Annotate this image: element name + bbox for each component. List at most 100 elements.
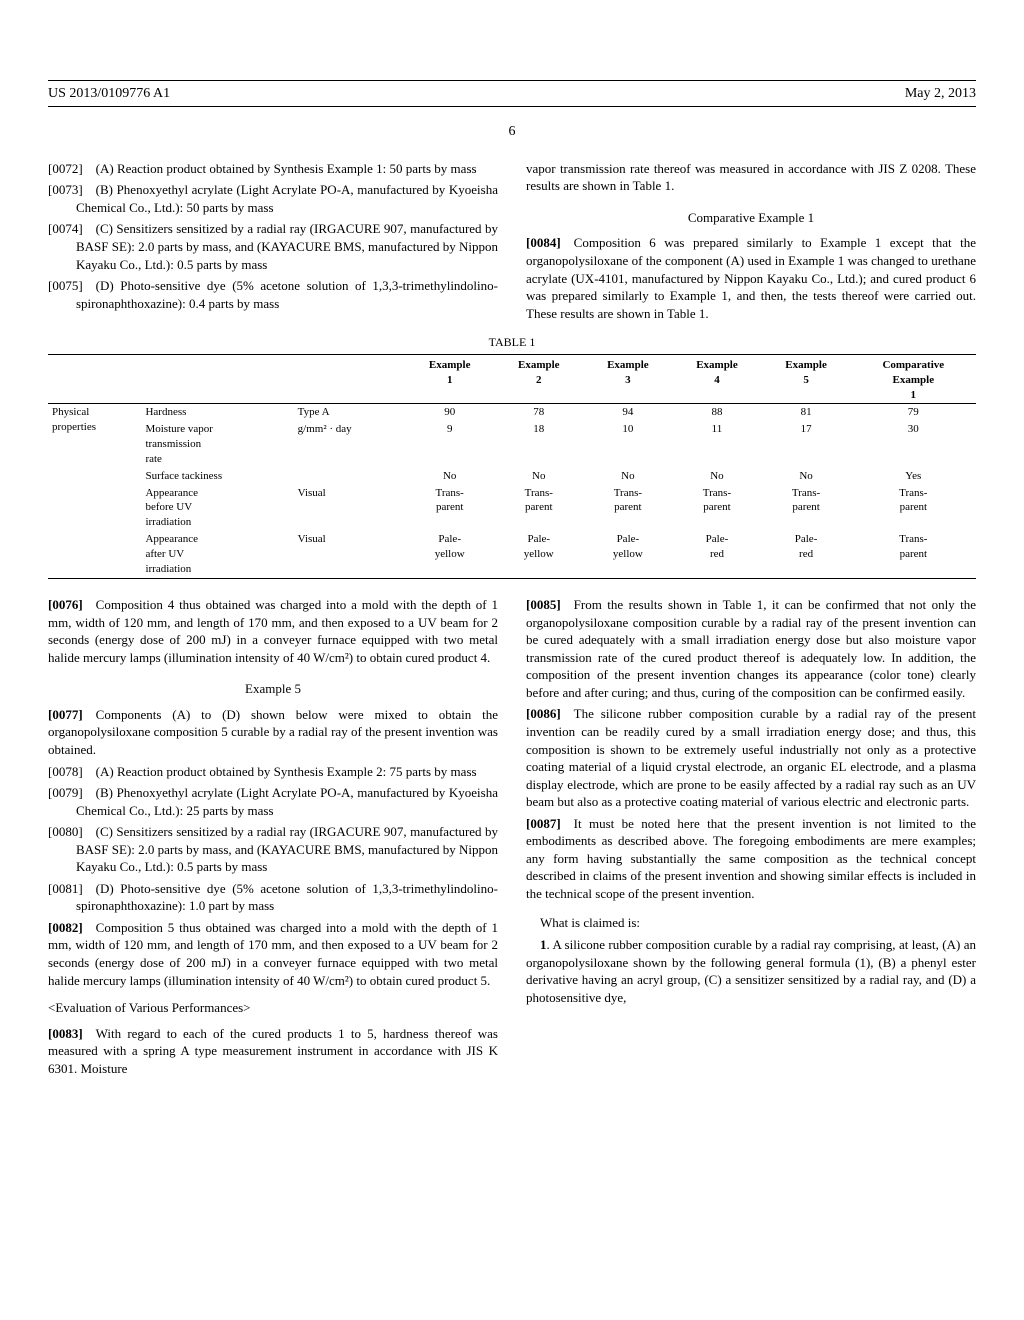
para-0077: [0077] Components (A) to (D) shown below… <box>48 706 498 759</box>
para-0076: [0076] Composition 4 thus obtained was c… <box>48 596 498 666</box>
col-ex1: Example1 <box>405 357 494 404</box>
cell-value: Trans-parent <box>851 485 976 532</box>
cell-value: 10 <box>583 421 672 468</box>
cell-value: No <box>583 468 672 485</box>
para-0085: [0085] From the results shown in Table 1… <box>526 596 976 701</box>
col-ex4: Example4 <box>672 357 761 404</box>
cell-value: 18 <box>494 421 583 468</box>
col-ex3: Example3 <box>583 357 672 404</box>
right-column-upper: vapor transmission rate thereof was meas… <box>526 160 976 326</box>
table-row: Surface tackinessNoNoNoNoNoYes <box>48 468 976 485</box>
cell-value: Trans-parent <box>851 531 976 578</box>
cell-value: Trans-parent <box>672 485 761 532</box>
claims-heading: What is claimed is: <box>526 914 976 932</box>
para-0073: [0073] (B) Phenoxyethyl acrylate (Light … <box>48 181 498 216</box>
cell-value: 81 <box>762 404 851 421</box>
table-1: TABLE 1 Example1 Example2 Example3 Examp… <box>48 334 976 580</box>
cell-value: Pale-yellow <box>405 531 494 578</box>
publication-date: May 2, 2013 <box>905 85 976 104</box>
rowgroup-label: Physicalproperties <box>48 404 141 578</box>
cell-value: No <box>672 468 761 485</box>
para-0079: [0079] (B) Phenoxyethyl acrylate (Light … <box>48 784 498 819</box>
table-row: Appearancebefore UVirradiationVisualTran… <box>48 485 976 532</box>
para-0077-text: Components (A) to (D) shown below were m… <box>48 707 498 757</box>
para-0082-text: Composition 5 thus obtained was charged … <box>48 920 498 988</box>
cell-value: Trans-parent <box>583 485 672 532</box>
table-row: Appearanceafter UVirradiationVisualPale-… <box>48 531 976 578</box>
property-unit <box>294 468 405 485</box>
para-0086: [0086] The silicone rubber composition c… <box>526 705 976 810</box>
para-0087-text: It must be noted here that the present i… <box>526 816 976 901</box>
para-0085-num: [0085] <box>526 597 561 612</box>
para-cont-right: vapor transmission rate thereof was meas… <box>526 160 976 195</box>
property-name: Appearanceafter UVirradiation <box>141 531 293 578</box>
cell-value: No <box>405 468 494 485</box>
cell-value: 30 <box>851 421 976 468</box>
property-unit: Type A <box>294 404 405 421</box>
para-0078: [0078] (A) Reaction product obtained by … <box>48 763 498 781</box>
cell-value: Trans-parent <box>494 485 583 532</box>
cell-value: Yes <box>851 468 976 485</box>
upper-columns: [0072] (A) Reaction product obtained by … <box>48 160 976 326</box>
cell-value: 17 <box>762 421 851 468</box>
claim-1-text: . A silicone rubber composition curable … <box>526 937 976 1005</box>
para-0086-num: [0086] <box>526 706 561 721</box>
property-unit: g/mm² · day <box>294 421 405 468</box>
cell-value: No <box>762 468 851 485</box>
cell-value: Trans-parent <box>762 485 851 532</box>
page-number: 6 <box>48 123 976 142</box>
para-0084-text: Composition 6 was prepared similarly to … <box>526 235 976 320</box>
property-name: Appearancebefore UVirradiation <box>141 485 293 532</box>
cell-value: 94 <box>583 404 672 421</box>
comparative-example-title: Comparative Example 1 <box>526 209 976 227</box>
para-0085-text: From the results shown in Table 1, it ca… <box>526 597 976 700</box>
cell-value: 88 <box>672 404 761 421</box>
table-row: Moisture vaportransmissionrateg/mm² · da… <box>48 421 976 468</box>
para-0082-num: [0082] <box>48 920 83 935</box>
property-name: Moisture vaportransmissionrate <box>141 421 293 468</box>
cell-value: Pale-red <box>762 531 851 578</box>
claim-1: 1. A silicone rubber composition curable… <box>526 936 976 1006</box>
lower-columns: [0076] Composition 4 thus obtained was c… <box>48 596 976 1081</box>
cell-value: 90 <box>405 404 494 421</box>
para-0076-text: Composition 4 thus obtained was charged … <box>48 597 498 665</box>
table-body: PhysicalpropertiesHardnessType A90789488… <box>48 404 976 578</box>
para-0083: [0083] With regard to each of the cured … <box>48 1025 498 1078</box>
cell-value: Pale-yellow <box>494 531 583 578</box>
cell-value: 11 <box>672 421 761 468</box>
property-unit: Visual <box>294 531 405 578</box>
results-table: Example1 Example2 Example3 Example4 Exam… <box>48 354 976 580</box>
property-name: Hardness <box>141 404 293 421</box>
para-0083-num: [0083] <box>48 1026 83 1041</box>
cell-value: 9 <box>405 421 494 468</box>
cell-value: 79 <box>851 404 976 421</box>
para-0080: [0080] (C) Sensitizers sensitized by a r… <box>48 823 498 876</box>
right-column-lower: [0085] From the results shown in Table 1… <box>526 596 976 1081</box>
cell-value: Pale-yellow <box>583 531 672 578</box>
para-0076-num: [0076] <box>48 597 83 612</box>
para-0086-text: The silicone rubber composition curable … <box>526 706 976 809</box>
cell-value: 78 <box>494 404 583 421</box>
para-0087: [0087] It must be noted here that the pr… <box>526 815 976 903</box>
para-0074: [0074] (C) Sensitizers sensitized by a r… <box>48 220 498 273</box>
col-ex2: Example2 <box>494 357 583 404</box>
para-0072: [0072] (A) Reaction product obtained by … <box>48 160 498 178</box>
para-0087-num: [0087] <box>526 816 561 831</box>
para-0084-num: [0084] <box>526 235 561 250</box>
page-header: US 2013/0109776 A1 May 2, 2013 <box>48 85 976 104</box>
evaluation-heading: <Evaluation of Various Performances> <box>48 999 498 1017</box>
para-0075: [0075] (D) Photo-sensitive dye (5% aceto… <box>48 277 498 312</box>
left-column-upper: [0072] (A) Reaction product obtained by … <box>48 160 498 326</box>
col-ex5: Example5 <box>762 357 851 404</box>
example-5-title: Example 5 <box>48 680 498 698</box>
cell-value: No <box>494 468 583 485</box>
table-label: TABLE 1 <box>48 334 976 350</box>
para-0082: [0082] Composition 5 thus obtained was c… <box>48 919 498 989</box>
property-name: Surface tackiness <box>141 468 293 485</box>
cell-value: Pale-red <box>672 531 761 578</box>
para-0081: [0081] (D) Photo-sensitive dye (5% aceto… <box>48 880 498 915</box>
para-0083-text: With regard to each of the cured product… <box>48 1026 498 1076</box>
para-0077-num: [0077] <box>48 707 83 722</box>
table-row: PhysicalpropertiesHardnessType A90789488… <box>48 404 976 421</box>
para-0084: [0084] Composition 6 was prepared simila… <box>526 234 976 322</box>
